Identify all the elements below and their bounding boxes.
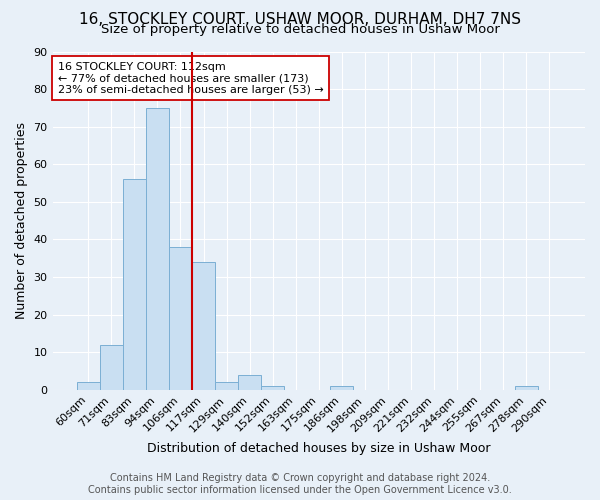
Bar xyxy=(261,386,284,390)
Text: Contains HM Land Registry data © Crown copyright and database right 2024.
Contai: Contains HM Land Registry data © Crown c… xyxy=(88,474,512,495)
Text: Size of property relative to detached houses in Ushaw Moor: Size of property relative to detached ho… xyxy=(101,22,499,36)
Bar xyxy=(123,180,146,390)
X-axis label: Distribution of detached houses by size in Ushaw Moor: Distribution of detached houses by size … xyxy=(147,442,491,455)
Bar xyxy=(169,247,192,390)
Bar xyxy=(100,344,123,390)
Text: 16, STOCKLEY COURT, USHAW MOOR, DURHAM, DH7 7NS: 16, STOCKLEY COURT, USHAW MOOR, DURHAM, … xyxy=(79,12,521,28)
Bar xyxy=(77,382,100,390)
Bar xyxy=(146,108,169,390)
Bar xyxy=(238,375,261,390)
Bar xyxy=(515,386,538,390)
Text: 16 STOCKLEY COURT: 112sqm
← 77% of detached houses are smaller (173)
23% of semi: 16 STOCKLEY COURT: 112sqm ← 77% of detac… xyxy=(58,62,323,95)
Bar xyxy=(330,386,353,390)
Bar xyxy=(215,382,238,390)
Y-axis label: Number of detached properties: Number of detached properties xyxy=(15,122,28,319)
Bar xyxy=(192,262,215,390)
